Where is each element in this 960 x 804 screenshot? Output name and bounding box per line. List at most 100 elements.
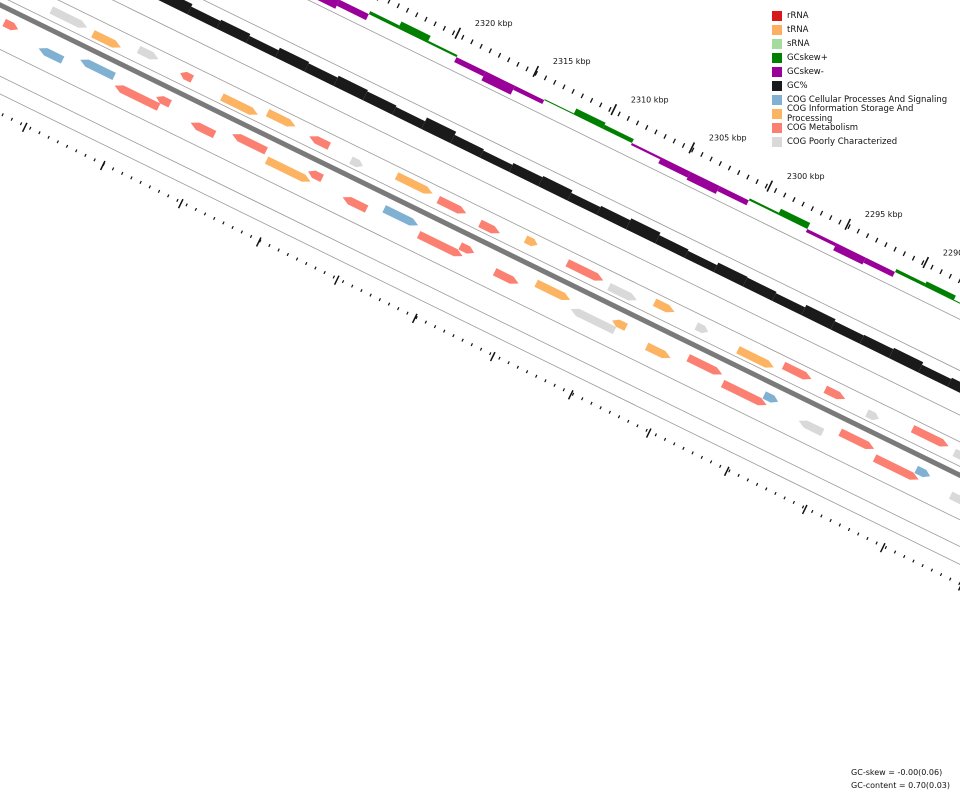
gc-content-bar <box>860 335 894 358</box>
gene-arrow <box>39 48 65 64</box>
scale-tick <box>885 242 887 246</box>
gc-content-bar <box>714 263 748 287</box>
gene-arrow <box>823 386 845 400</box>
scale-tick <box>434 325 435 328</box>
gene-arrow <box>645 343 671 359</box>
scale-tick <box>306 262 307 265</box>
scale-tick <box>766 488 767 491</box>
gene-arrow <box>417 231 463 256</box>
scale-tick <box>775 492 776 495</box>
scale-tick-major <box>881 543 885 552</box>
scale-tick <box>894 551 895 554</box>
gc-skew-bar <box>895 269 926 286</box>
gene-arrow <box>873 454 919 479</box>
scale-tick <box>674 442 675 445</box>
gene-arrow <box>80 60 116 80</box>
scale-tick <box>636 121 638 125</box>
scale-tick <box>839 524 840 527</box>
scale-tick <box>581 94 583 98</box>
gene-arrow <box>721 380 767 405</box>
gc-content-bar <box>217 20 251 43</box>
gene-arrow <box>865 409 879 420</box>
gc-skew-bar <box>658 157 690 177</box>
legend-label: GCskew+ <box>787 53 828 63</box>
scale-tick <box>85 154 86 157</box>
legend-label: COG Metabolism <box>787 123 858 133</box>
scale-tick <box>434 22 436 26</box>
scale-tick <box>839 220 841 224</box>
scale-tick <box>618 415 619 418</box>
square-icon <box>772 39 782 49</box>
gc-content-bar <box>275 48 309 72</box>
scale-tick <box>425 321 426 324</box>
scale-tick <box>370 294 371 297</box>
gene-arrow <box>694 322 708 333</box>
gc-content-bar <box>246 36 279 57</box>
scale-tick <box>885 546 886 549</box>
scale-tick <box>572 89 574 93</box>
scale-tick <box>269 244 270 247</box>
scale-tick <box>158 190 159 193</box>
scale-tick <box>812 510 813 513</box>
gc-skew-bar <box>749 198 779 214</box>
scale-tick <box>701 152 703 156</box>
gene-arrow <box>191 123 217 139</box>
scale-tick <box>379 298 380 301</box>
scale-tick-major <box>23 123 27 132</box>
scale-tick <box>536 375 537 378</box>
scale-label: 2320 kbp <box>475 19 513 28</box>
gc-skew-bar <box>544 99 574 114</box>
gc-content-bar <box>597 206 631 229</box>
scale-label: 2315 kbp <box>553 57 591 66</box>
gene-arrow <box>565 259 603 280</box>
scale-tick <box>462 35 464 39</box>
scale-tick <box>950 578 951 581</box>
scale-tick <box>664 438 665 441</box>
gene-arrow <box>571 309 617 334</box>
gc-skew-bar <box>953 300 960 315</box>
scale-tick <box>857 229 859 233</box>
scale-tick <box>637 424 638 427</box>
gc-skew-bar <box>603 125 634 143</box>
scale-tick <box>498 53 500 57</box>
gc-content-bar <box>831 321 864 344</box>
statistics-panel: GC-skew = -0.00(0.06) GC-content = 0.70(… <box>851 766 950 792</box>
legend-label: COG Information Storage And Processing <box>787 104 960 124</box>
gene-arrow <box>232 134 268 154</box>
scale-tick <box>177 199 178 202</box>
gc-content-bar <box>363 91 397 114</box>
scale-tick <box>728 166 730 170</box>
scale-tick <box>545 379 546 382</box>
scale-tick <box>646 125 648 129</box>
scale-tick <box>232 226 233 229</box>
scale-tick <box>866 233 868 237</box>
legend-item-gcskew-pos: GCskew+ <box>772 51 960 65</box>
scale-tick <box>949 274 951 278</box>
scale-tick <box>195 208 196 211</box>
scale-tick <box>361 289 362 292</box>
scale-tick <box>544 76 546 80</box>
scale-tick <box>333 276 334 279</box>
scale-tick <box>20 122 21 125</box>
scale-tick <box>683 447 684 450</box>
gene-arrow <box>91 30 121 47</box>
scale-tick <box>765 184 767 188</box>
gc-skew-bar <box>631 143 661 159</box>
scale-tick <box>922 564 923 567</box>
gc-skew-bar <box>369 11 400 28</box>
scale-tick-major <box>179 199 183 208</box>
scale-tick <box>462 339 463 342</box>
scale-tick <box>149 186 150 189</box>
square-icon <box>772 81 782 91</box>
gene-arrow <box>493 268 519 284</box>
gene-arrow <box>115 85 161 110</box>
scale-tick <box>452 31 454 35</box>
scale-tick <box>793 197 795 201</box>
scale-tick <box>508 58 510 62</box>
gene-arrow <box>762 391 778 402</box>
scale-tick <box>931 265 933 269</box>
gc-skew-bar <box>833 243 866 264</box>
scale-tick <box>526 370 527 373</box>
scale-tick <box>756 483 757 486</box>
scale-tick <box>554 384 555 387</box>
